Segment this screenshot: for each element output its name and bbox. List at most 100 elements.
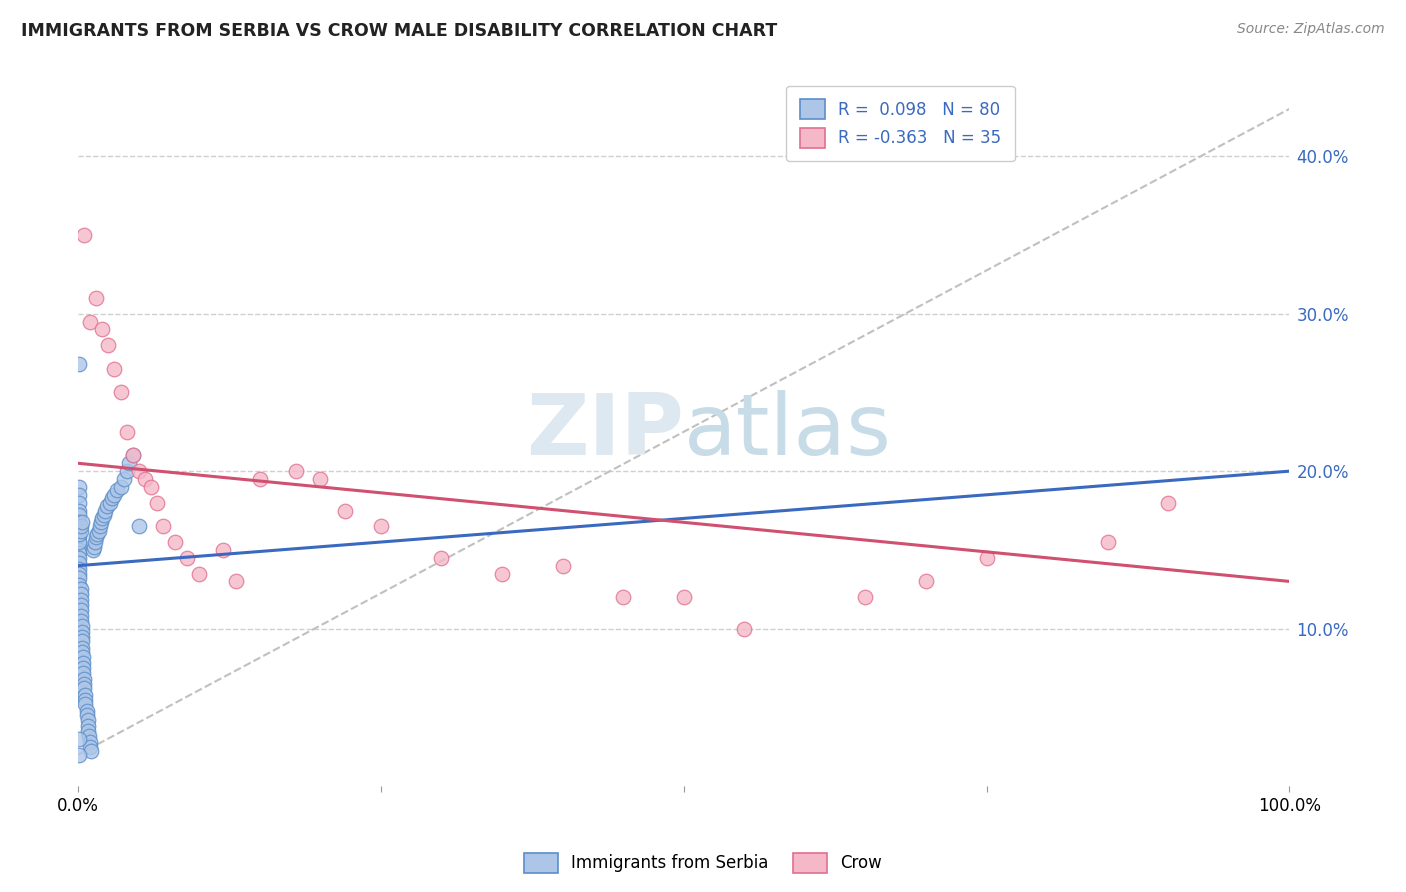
Point — [551, 558, 574, 573]
Point — [69, 598, 91, 612]
Point — [70, 645, 93, 659]
Point — [86, 527, 108, 541]
Point — [67, 488, 90, 502]
Point — [134, 472, 156, 486]
Point — [69, 587, 91, 601]
Point — [75, 688, 97, 702]
Text: IMMIGRANTS FROM SERBIA VS CROW MALE DISABILITY CORRELATION CHART: IMMIGRANTS FROM SERBIA VS CROW MALE DISA… — [21, 22, 778, 40]
Point — [72, 650, 94, 665]
Point — [91, 322, 114, 336]
Point — [97, 338, 120, 352]
Point — [1097, 535, 1119, 549]
Point — [110, 385, 132, 400]
Point — [70, 630, 93, 644]
Point — [67, 480, 90, 494]
Point — [103, 361, 125, 376]
Point — [84, 530, 107, 544]
Point — [94, 503, 117, 517]
Point — [67, 535, 90, 549]
Point — [93, 508, 115, 523]
Point — [79, 314, 101, 328]
Point — [225, 574, 247, 589]
Point — [112, 472, 135, 486]
Point — [70, 634, 93, 648]
Point — [67, 508, 90, 523]
Point — [105, 483, 128, 497]
Point — [67, 747, 90, 762]
Point — [612, 590, 634, 604]
Point — [69, 524, 91, 538]
Point — [67, 556, 90, 570]
Point — [128, 519, 150, 533]
Legend: Immigrants from Serbia, Crow: Immigrants from Serbia, Crow — [517, 847, 889, 880]
Point — [67, 527, 90, 541]
Point — [1157, 496, 1180, 510]
Point — [77, 729, 100, 743]
Point — [73, 681, 96, 696]
Point — [67, 496, 90, 510]
Point — [915, 574, 938, 589]
Point — [67, 519, 90, 533]
Point — [67, 542, 90, 557]
Point — [70, 618, 93, 632]
Point — [76, 704, 98, 718]
Point — [115, 464, 138, 478]
Point — [80, 744, 103, 758]
Point — [333, 503, 356, 517]
Point — [72, 661, 94, 675]
Point — [101, 491, 124, 505]
Point — [96, 499, 118, 513]
Point — [855, 590, 877, 604]
Point — [370, 519, 392, 533]
Point — [70, 624, 93, 639]
Point — [69, 609, 91, 624]
Point — [67, 571, 90, 585]
Point — [176, 550, 198, 565]
Point — [212, 542, 235, 557]
Point — [110, 480, 132, 494]
Point — [152, 519, 174, 533]
Point — [67, 546, 90, 560]
Point — [103, 488, 125, 502]
Point — [76, 724, 98, 739]
Point — [67, 503, 90, 517]
Point — [139, 480, 162, 494]
Point — [309, 472, 332, 486]
Point — [67, 577, 90, 591]
Point — [69, 614, 91, 628]
Text: Source: ZipAtlas.com: Source: ZipAtlas.com — [1237, 22, 1385, 37]
Point — [118, 456, 141, 470]
Point — [67, 562, 90, 576]
Point — [67, 535, 90, 549]
Point — [146, 496, 169, 510]
Point — [91, 511, 114, 525]
Point — [67, 550, 90, 565]
Point — [75, 692, 97, 706]
Text: atlas: atlas — [683, 391, 891, 474]
Point — [70, 515, 93, 529]
Point — [84, 535, 107, 549]
Point — [79, 735, 101, 749]
Point — [67, 515, 90, 529]
Point — [84, 291, 107, 305]
Point — [430, 550, 453, 565]
Point — [73, 227, 96, 242]
Point — [98, 496, 121, 510]
Point — [115, 425, 138, 439]
Point — [121, 449, 143, 463]
Point — [89, 519, 111, 533]
Point — [69, 593, 91, 607]
Point — [128, 464, 150, 478]
Legend: R =  0.098   N = 80, R = -0.363   N = 35: R = 0.098 N = 80, R = -0.363 N = 35 — [786, 86, 1015, 161]
Point — [83, 540, 105, 554]
Point — [67, 731, 90, 746]
Point — [67, 530, 90, 544]
Point — [733, 622, 755, 636]
Point — [121, 449, 143, 463]
Point — [188, 566, 211, 581]
Point — [69, 603, 91, 617]
Point — [73, 677, 96, 691]
Point — [285, 464, 308, 478]
Point — [67, 524, 90, 538]
Point — [672, 590, 695, 604]
